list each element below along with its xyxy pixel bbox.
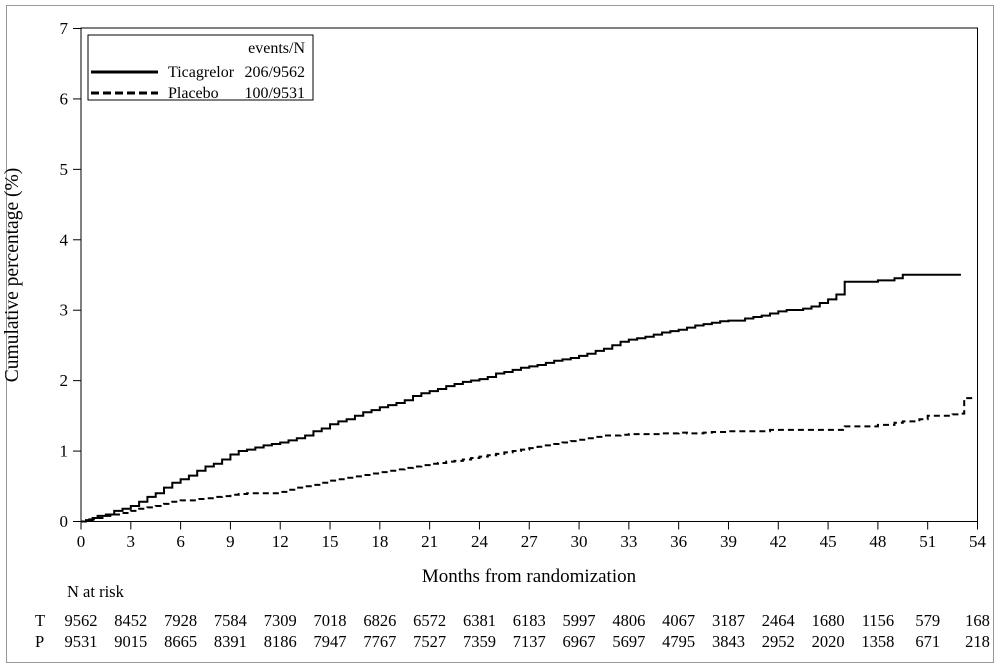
- svg-text:27: 27: [521, 532, 539, 551]
- svg-text:12: 12: [272, 532, 289, 551]
- svg-text:2: 2: [60, 371, 69, 390]
- svg-text:4806: 4806: [612, 611, 645, 630]
- svg-text:5997: 5997: [563, 611, 596, 630]
- svg-text:7: 7: [60, 19, 69, 38]
- svg-text:Cumulative percentage (%): Cumulative percentage (%): [2, 168, 23, 382]
- svg-text:6967: 6967: [563, 632, 596, 651]
- svg-text:206/9562: 206/9562: [245, 64, 305, 81]
- svg-text:6: 6: [176, 532, 185, 551]
- svg-text:7018: 7018: [314, 611, 347, 630]
- svg-text:9531: 9531: [65, 632, 98, 651]
- svg-text:671: 671: [915, 632, 940, 651]
- svg-text:1358: 1358: [861, 632, 894, 651]
- svg-text:4067: 4067: [662, 611, 695, 630]
- svg-text:15: 15: [322, 532, 339, 551]
- svg-text:T: T: [35, 611, 45, 630]
- svg-text:1680: 1680: [812, 611, 845, 630]
- svg-text:4795: 4795: [662, 632, 695, 651]
- svg-text:7928: 7928: [164, 611, 197, 630]
- svg-text:42: 42: [770, 532, 787, 551]
- svg-text:24: 24: [471, 532, 489, 551]
- svg-text:218: 218: [965, 632, 990, 651]
- svg-text:8665: 8665: [164, 632, 197, 651]
- svg-text:9: 9: [226, 532, 235, 551]
- svg-text:3843: 3843: [712, 632, 745, 651]
- svg-text:1: 1: [60, 442, 69, 461]
- svg-text:8452: 8452: [114, 611, 147, 630]
- svg-text:2020: 2020: [812, 632, 845, 651]
- svg-text:9562: 9562: [65, 611, 98, 630]
- svg-text:7359: 7359: [463, 632, 496, 651]
- svg-text:Months from randomization: Months from randomization: [422, 566, 637, 587]
- svg-text:P: P: [35, 632, 44, 651]
- svg-text:21: 21: [421, 532, 438, 551]
- svg-text:6381: 6381: [463, 611, 496, 630]
- svg-text:7527: 7527: [413, 632, 446, 651]
- svg-text:51: 51: [919, 532, 936, 551]
- svg-text:0: 0: [60, 512, 69, 531]
- svg-text:1156: 1156: [862, 611, 894, 630]
- svg-text:39: 39: [720, 532, 737, 551]
- svg-text:5697: 5697: [612, 632, 645, 651]
- svg-text:Placebo: Placebo: [168, 85, 219, 102]
- svg-text:579: 579: [915, 611, 940, 630]
- svg-text:100/9531: 100/9531: [245, 85, 305, 102]
- svg-text:6826: 6826: [363, 611, 396, 630]
- svg-text:2952: 2952: [762, 632, 795, 651]
- svg-text:3: 3: [60, 301, 69, 320]
- svg-text:18: 18: [371, 532, 388, 551]
- svg-text:6: 6: [60, 89, 69, 108]
- svg-text:168: 168: [965, 611, 990, 630]
- svg-text:6183: 6183: [513, 611, 546, 630]
- svg-text:7947: 7947: [314, 632, 347, 651]
- svg-text:30: 30: [571, 532, 588, 551]
- svg-text:4: 4: [60, 230, 69, 249]
- svg-text:7137: 7137: [513, 632, 546, 651]
- svg-text:8391: 8391: [214, 632, 247, 651]
- svg-text:3: 3: [127, 532, 136, 551]
- svg-text:events/N: events/N: [248, 40, 305, 57]
- svg-text:0: 0: [77, 532, 86, 551]
- svg-text:2464: 2464: [762, 611, 795, 630]
- svg-text:3187: 3187: [712, 611, 745, 630]
- svg-text:33: 33: [620, 532, 637, 551]
- svg-text:Ticagrelor: Ticagrelor: [168, 64, 235, 81]
- svg-text:36: 36: [670, 532, 687, 551]
- svg-text:7767: 7767: [363, 632, 396, 651]
- svg-text:7584: 7584: [214, 611, 247, 630]
- svg-text:7309: 7309: [264, 611, 297, 630]
- svg-text:8186: 8186: [264, 632, 297, 651]
- svg-text:48: 48: [869, 532, 886, 551]
- svg-text:9015: 9015: [114, 632, 147, 651]
- svg-text:45: 45: [820, 532, 837, 551]
- svg-text:5: 5: [60, 160, 69, 179]
- svg-text:6572: 6572: [413, 611, 446, 630]
- svg-text:54: 54: [969, 532, 987, 551]
